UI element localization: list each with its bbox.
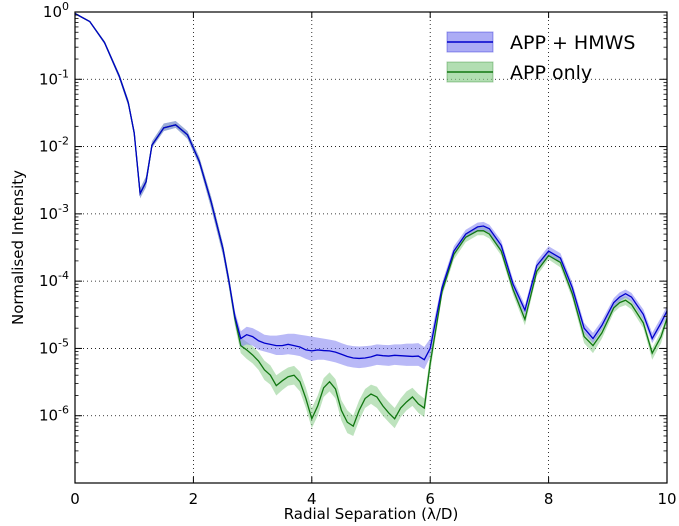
y-tick-label: 10-2 [39, 135, 69, 156]
x-tick-label: 6 [425, 490, 435, 508]
x-tick-labels: 0 2 4 6 8 10 [70, 490, 676, 508]
legend-label: APP + HMWS [510, 32, 635, 54]
x-tick-label: 0 [70, 490, 80, 508]
plot-frame [74, 11, 668, 484]
y-tick-label: 100 [43, 0, 69, 21]
x-axis-label: Radial Separation (λ/D) [284, 505, 459, 523]
y-tick-label: 10-1 [39, 67, 69, 88]
x-tick-label: 8 [544, 490, 554, 508]
line-app-hmws [74, 12, 668, 361]
series-lines [74, 12, 668, 428]
y-tick-label: 10-4 [39, 269, 69, 290]
x-tick-label: 10 [657, 490, 676, 508]
legend: APP + HMWS APP only [446, 31, 635, 84]
y-tick-label: 10-6 [39, 404, 69, 425]
y-tick-labels: 10-6 10-5 10-4 10-3 10-2 10-1 100 [39, 0, 69, 425]
legend-label: APP only [510, 62, 592, 84]
y-tick-label: 10-5 [39, 336, 69, 357]
y-axis-label: Normalised Intensity [9, 170, 27, 325]
y-tick-label: 10-3 [39, 202, 69, 223]
plot-area [75, 12, 667, 483]
x-tick-label: 4 [307, 490, 317, 508]
x-tick-label: 2 [189, 490, 199, 508]
